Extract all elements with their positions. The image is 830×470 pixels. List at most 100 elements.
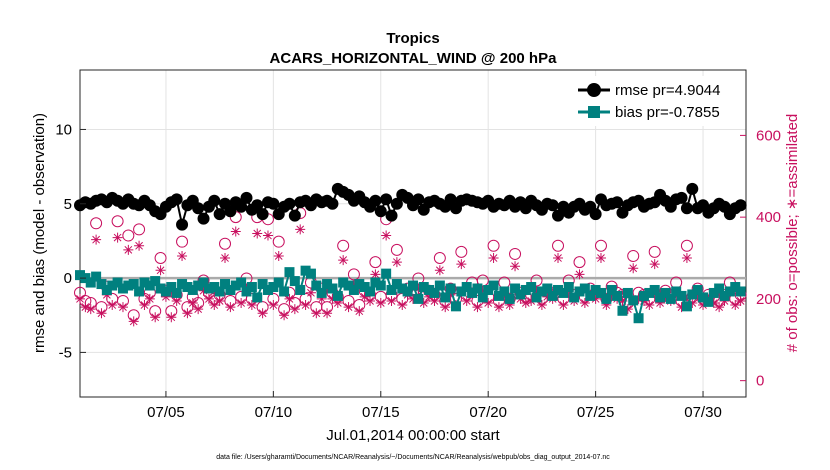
bias-point bbox=[553, 284, 564, 295]
possible-obs-point bbox=[111, 215, 124, 228]
bias-point bbox=[510, 283, 521, 294]
bias-point bbox=[450, 301, 461, 312]
bias-point bbox=[402, 286, 413, 297]
rmse-point bbox=[251, 199, 264, 212]
bias-point bbox=[284, 267, 295, 278]
assimilated-obs-point bbox=[477, 285, 488, 296]
assimilated-obs-point bbox=[601, 300, 612, 311]
assimilated-obs-point bbox=[166, 312, 177, 323]
rmse-point bbox=[412, 193, 425, 206]
legend-bias-marker bbox=[588, 106, 600, 118]
assimilated-obs-point bbox=[510, 261, 521, 272]
assimilated-obs-point bbox=[381, 230, 392, 241]
assimilated-obs-point bbox=[418, 297, 429, 308]
bias-point bbox=[300, 265, 311, 276]
bias-point bbox=[295, 284, 306, 295]
bias-point bbox=[112, 277, 123, 288]
rmse-point bbox=[208, 194, 221, 207]
assimilated-obs-point bbox=[107, 300, 118, 311]
bias-point bbox=[660, 287, 671, 298]
y-tick-label: 5 bbox=[64, 196, 72, 213]
assimilated-obs-point bbox=[655, 297, 666, 308]
assimilated-obs-point bbox=[311, 308, 322, 319]
series-bias bbox=[75, 265, 746, 324]
assimilated-obs-point bbox=[719, 295, 730, 306]
possible-obs-point bbox=[648, 245, 661, 258]
bias-point bbox=[386, 284, 397, 295]
bias-point bbox=[445, 283, 456, 294]
plot-frame bbox=[79, 69, 747, 398]
bias-point bbox=[708, 287, 719, 298]
assimilated-obs-point bbox=[456, 259, 467, 270]
bias-point bbox=[322, 279, 333, 290]
bias-point bbox=[268, 282, 279, 293]
assimilated-obs-point bbox=[252, 228, 263, 239]
bias-point bbox=[542, 283, 553, 294]
bias-point bbox=[633, 313, 644, 324]
bias-point bbox=[85, 277, 96, 288]
bias-point bbox=[467, 287, 478, 298]
possible-obs-point bbox=[337, 239, 350, 252]
assimilated-obs-point bbox=[123, 244, 134, 255]
bias-point bbox=[418, 282, 429, 293]
assimilated-obs-point bbox=[193, 304, 204, 315]
rmse-point bbox=[546, 199, 559, 212]
assimilated-obs-point bbox=[520, 297, 531, 308]
bias-point bbox=[343, 280, 354, 291]
assimilated-obs-point bbox=[617, 295, 628, 306]
possible-obs-point bbox=[133, 223, 146, 236]
assimilated-obs-point bbox=[531, 285, 542, 296]
assimilated-obs-point bbox=[327, 293, 338, 304]
assimilated-obs-point bbox=[171, 295, 182, 306]
assimilated-obs-point bbox=[160, 291, 171, 302]
assimilated-obs-point bbox=[198, 285, 209, 296]
bias-point bbox=[493, 290, 504, 301]
rmse-point bbox=[589, 208, 602, 221]
assimilated-obs-point bbox=[80, 302, 91, 313]
assimilated-obs-point bbox=[284, 293, 295, 304]
assimilated-obs-point bbox=[268, 300, 279, 311]
rmse-point bbox=[374, 205, 387, 218]
possible-obs-point bbox=[369, 256, 382, 269]
assimilated-obs-point bbox=[150, 312, 161, 323]
bias-point bbox=[649, 284, 660, 295]
y2-axis-label: # of obs: o=possible; ∗=assimilated bbox=[784, 114, 801, 353]
assimilated-obs-point bbox=[676, 302, 687, 313]
assimilated-obs-point bbox=[365, 295, 376, 306]
bias-point bbox=[612, 290, 623, 301]
bias-point bbox=[676, 290, 687, 301]
assimilated-obs-point bbox=[698, 300, 709, 311]
bias-point bbox=[139, 277, 150, 288]
rmse-point bbox=[235, 200, 248, 213]
rmse-point bbox=[213, 208, 226, 221]
bias-point bbox=[687, 289, 698, 300]
assimilated-obs-point bbox=[91, 234, 102, 245]
assimilated-obs-point bbox=[343, 302, 354, 313]
bias-point bbox=[359, 282, 370, 293]
bias-point bbox=[171, 287, 182, 298]
bias-point bbox=[601, 293, 612, 304]
possible-obs-point bbox=[487, 239, 500, 252]
y-axis-label: rmse and bias (model - observation) bbox=[31, 113, 48, 353]
assimilated-obs-point bbox=[397, 300, 408, 311]
bias-point bbox=[107, 280, 118, 291]
rmse-point bbox=[197, 212, 210, 225]
assimilated-obs-point bbox=[440, 302, 451, 313]
assimilated-obs-point bbox=[488, 253, 499, 264]
assimilated-obs-point bbox=[220, 253, 231, 264]
bias-point bbox=[735, 286, 746, 297]
assimilated-obs-point bbox=[214, 295, 225, 306]
assimilated-obs-point bbox=[542, 291, 553, 302]
bias-point bbox=[203, 283, 214, 294]
bias-point bbox=[622, 287, 633, 298]
assimilated-obs-point bbox=[139, 300, 150, 311]
bias-point bbox=[311, 280, 322, 291]
assimilated-obs-point bbox=[424, 291, 435, 302]
bias-point bbox=[338, 277, 349, 288]
assimilated-obs-point bbox=[209, 300, 220, 311]
x-tick-label: 07/20 bbox=[469, 404, 507, 421]
assimilated-obs-point bbox=[96, 308, 107, 319]
rmse-point bbox=[326, 197, 339, 210]
rmse-point bbox=[675, 191, 688, 204]
possible-obs-point bbox=[122, 229, 135, 242]
